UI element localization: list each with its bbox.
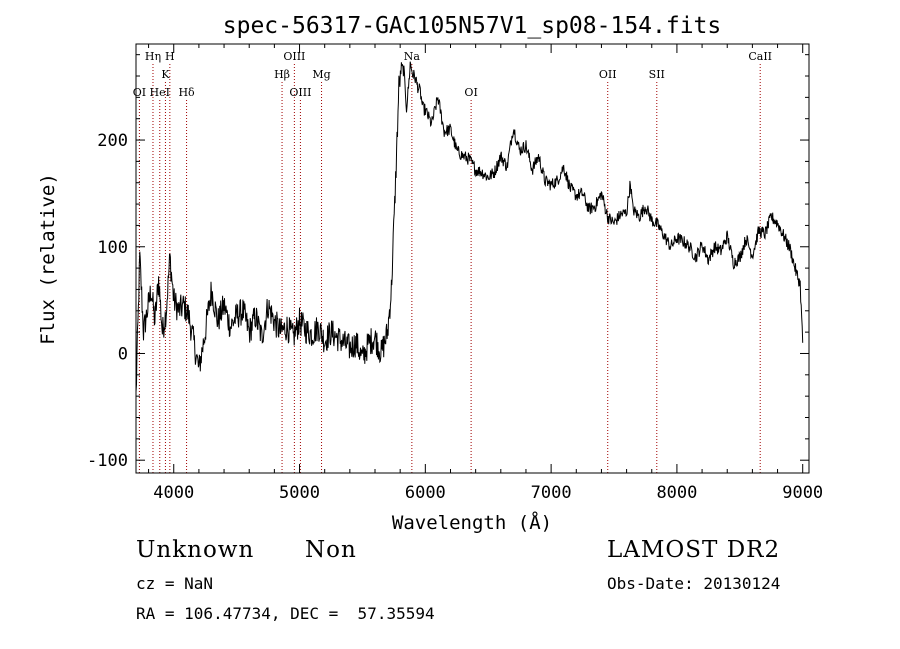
y-tick-label: -100 [87,451,128,471]
x-axis-label: Wavelength (Å) [392,511,552,534]
line-marker-label: OIII [283,50,305,63]
x-tick-label: 6000 [405,483,446,503]
ra-dec-readout: RA = 106.47734, DEC = 57.35594 [136,604,435,623]
line-marker-label: Hβ [274,68,290,81]
cz-readout: cz = NaN [136,574,214,593]
y-axis-label: Flux (relative) [37,173,59,345]
line-marker-label: SII [649,68,665,81]
x-tick-label: 7000 [531,483,572,503]
line-marker-label: CaII [748,50,772,63]
line-marker-label: Mg [312,68,330,81]
x-tick-label: 8000 [656,483,697,503]
x-tick-label: 5000 [279,483,320,503]
line-marker-label: K [161,68,170,81]
line-marker-label: OI [464,86,477,99]
y-tick-label: 200 [97,131,128,151]
spectrum-series-line [135,61,804,392]
survey-name: LAMOST DR2 [607,537,781,563]
obs-date: Obs-Date: 20130124 [607,574,781,593]
y-tick-label: 100 [97,238,128,258]
line-marker-label: OII [599,68,617,81]
line-marker-label: HeI [150,86,170,99]
line-marker-label: Hη [145,50,161,63]
plot-frame [135,43,810,474]
x-tick-label: 9000 [782,483,823,503]
chart-title: spec-56317-GAC105N57V1_sp08-154.fits [223,13,722,39]
y-tick-label: 0 [118,344,128,364]
line-marker-label: Na [404,50,421,63]
object-class: Unknown [136,537,255,563]
x-tick-label: 4000 [153,483,194,503]
x-axis: 4000 5000 6000 7000 8000 9000 [148,44,823,503]
line-marker-label: Hδ [178,86,195,99]
line-marker-label: H [165,50,175,63]
line-marker-label: OIII [289,86,311,99]
y-axis: -100 0 100 200 [87,54,809,471]
object-subclass: Non [305,537,357,563]
